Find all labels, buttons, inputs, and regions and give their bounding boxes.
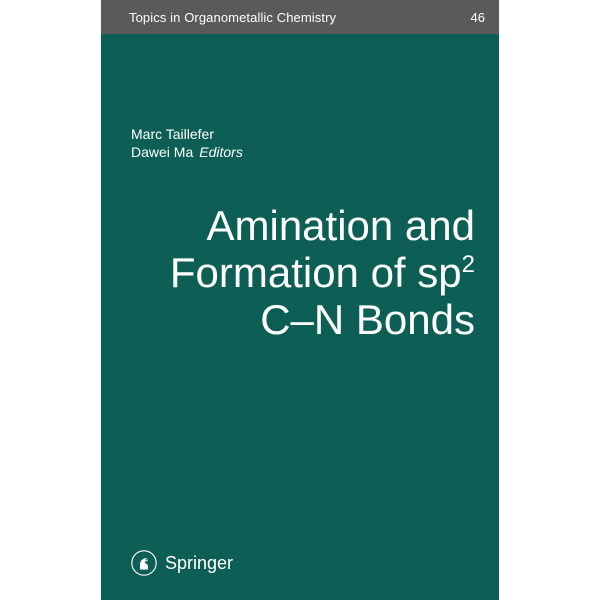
editor-line-2: Dawei Ma Editors	[131, 144, 243, 162]
publisher-name: Springer	[165, 553, 233, 574]
editors-role: Editors	[199, 144, 243, 160]
publisher-block: Springer	[131, 550, 233, 576]
page-canvas: Topics in Organometallic Chemistry 46 Ma…	[0, 0, 600, 600]
book-cover: Topics in Organometallic Chemistry 46 Ma…	[101, 0, 499, 600]
editor-name: Marc Taillefer	[131, 126, 243, 144]
series-volume: 46	[471, 10, 485, 25]
editor-name: Dawei Ma	[131, 144, 193, 160]
title-line-3: C–N Bonds	[131, 296, 475, 343]
title-line-1: Amination and	[131, 202, 475, 249]
title-block: Amination and Formation of sp2 C–N Bonds	[131, 202, 475, 343]
series-name: Topics in Organometallic Chemistry	[129, 10, 336, 25]
series-band: Topics in Organometallic Chemistry 46	[101, 0, 499, 34]
title-line-2: Formation of sp2	[131, 249, 475, 296]
title-superscript: 2	[462, 251, 475, 278]
springer-logo-icon	[131, 550, 157, 576]
cover-body: Marc Taillefer Dawei Ma Editors Amination…	[101, 34, 499, 600]
title-line-2-pre: Formation of sp	[170, 249, 462, 296]
editors-block: Marc Taillefer Dawei Ma Editors	[131, 126, 243, 162]
